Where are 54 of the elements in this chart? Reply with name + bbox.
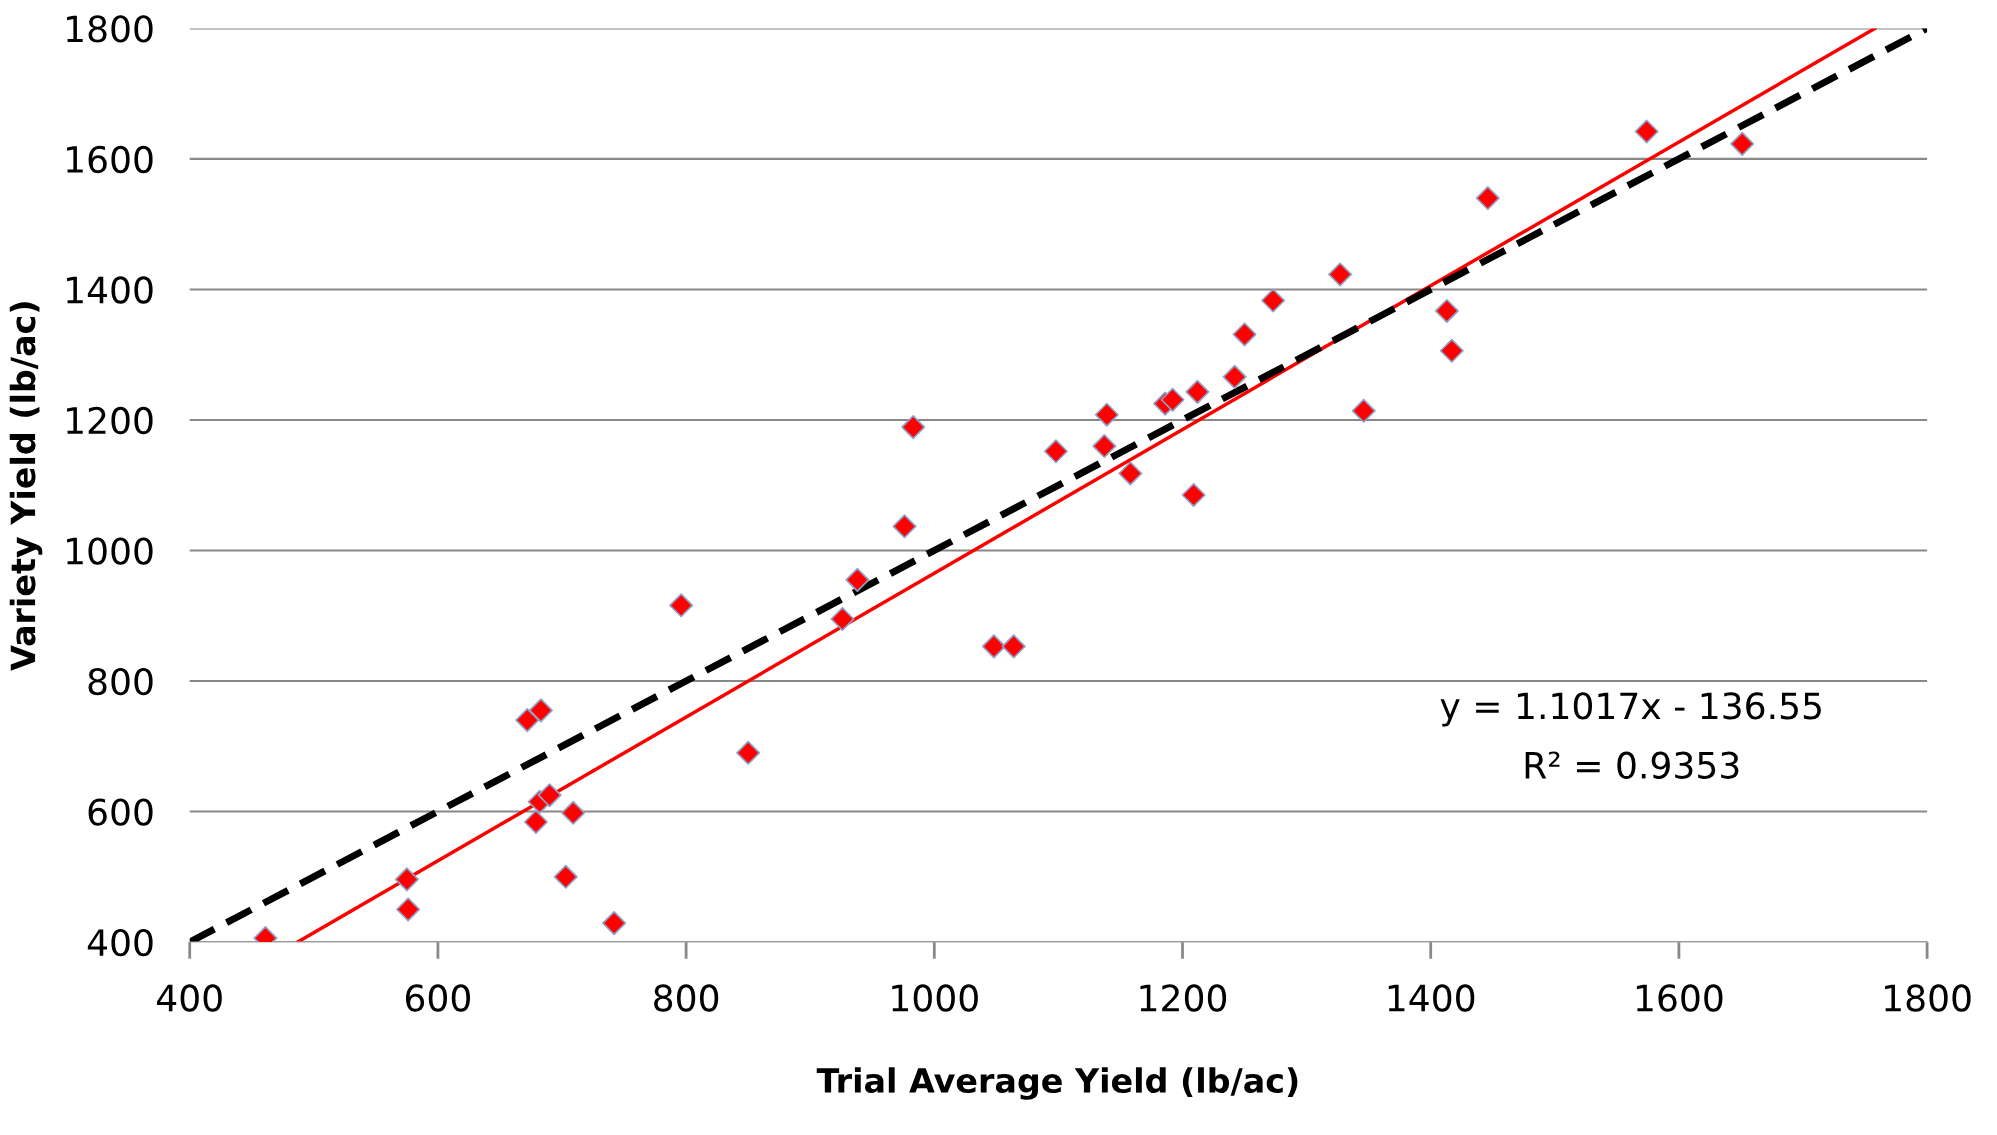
point — [669, 593, 694, 618]
point — [1118, 461, 1143, 486]
y-tick-label: 1400 — [67, 276, 153, 304]
x-tick-label: 400 — [157, 984, 222, 1012]
point — [1439, 338, 1464, 363]
x-tick-label: 600 — [405, 984, 470, 1012]
x-tick-label: 1600 — [1636, 984, 1723, 1012]
point — [1351, 398, 1376, 423]
point — [1185, 379, 1210, 404]
point — [1092, 434, 1117, 459]
point — [553, 864, 578, 889]
annotation: y = 1.1017x - 136.55 — [1440, 692, 1821, 727]
y-tick-label: 1000 — [67, 537, 153, 565]
x-tick-label: 1400 — [1388, 984, 1475, 1012]
point — [1261, 288, 1286, 313]
point — [1475, 186, 1500, 211]
point — [602, 911, 627, 936]
point — [892, 514, 917, 539]
point — [845, 567, 870, 592]
point — [830, 606, 855, 632]
point — [528, 698, 553, 723]
point — [394, 867, 419, 892]
y-axis-title: Variety Yield (lb/ac) — [9, 302, 43, 671]
point — [1222, 364, 1247, 389]
point — [561, 800, 586, 825]
point — [1043, 439, 1068, 464]
point — [981, 634, 1006, 659]
point — [1001, 634, 1026, 659]
point — [1634, 119, 1659, 144]
point — [1160, 387, 1185, 412]
point — [1730, 131, 1755, 156]
annotation: R² = 0.9353 — [1525, 751, 1739, 779]
y-tick-label: 400 — [87, 928, 153, 957]
point — [1181, 482, 1206, 508]
x-tick-label: 800 — [654, 984, 719, 1012]
point — [1094, 402, 1119, 427]
point — [523, 809, 548, 834]
point — [736, 740, 761, 765]
x-tick-label: 1200 — [1140, 984, 1227, 1012]
point — [1434, 298, 1459, 323]
y-tick-label: 800 — [88, 667, 153, 696]
point — [515, 708, 540, 733]
point — [537, 783, 562, 808]
x-tick-label: 1800 — [1885, 984, 1971, 1012]
y-tick-label: 1600 — [67, 145, 153, 174]
point — [901, 415, 926, 440]
x-tick-label: 1000 — [892, 984, 978, 1012]
point — [1232, 322, 1257, 347]
y-tick-label: 600 — [88, 798, 153, 826]
y-tick-label: 1800 — [67, 15, 153, 43]
x-axis-title: Trial Average Yield (lb/ac) — [816, 1067, 1298, 1100]
y-tick-label: 1200 — [67, 406, 153, 435]
point — [1328, 262, 1353, 287]
point — [396, 897, 421, 922]
